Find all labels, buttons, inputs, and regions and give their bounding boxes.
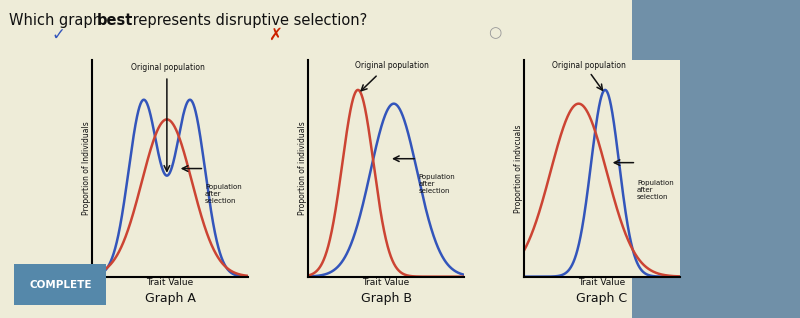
Text: ○: ○ bbox=[488, 25, 502, 40]
Y-axis label: Proportion of indvcuals: Proportion of indvcuals bbox=[514, 124, 522, 213]
Text: Population
after
selection: Population after selection bbox=[205, 184, 242, 204]
Text: Original population: Original population bbox=[355, 61, 429, 70]
Text: represents disruptive selection?: represents disruptive selection? bbox=[128, 13, 367, 29]
Text: ✗: ✗ bbox=[268, 25, 282, 44]
Y-axis label: Proportion of individuals: Proportion of individuals bbox=[298, 122, 306, 215]
Text: Original population: Original population bbox=[552, 61, 626, 70]
Text: Graph A: Graph A bbox=[145, 292, 195, 305]
X-axis label: Trait Value: Trait Value bbox=[362, 278, 410, 287]
Text: COMPLETE: COMPLETE bbox=[29, 280, 92, 290]
Text: Population
after
selection: Population after selection bbox=[418, 174, 455, 194]
X-axis label: Trait Value: Trait Value bbox=[146, 278, 194, 287]
Text: ✓: ✓ bbox=[52, 25, 66, 44]
Text: Which graph: Which graph bbox=[10, 13, 107, 29]
Text: best: best bbox=[97, 13, 133, 29]
Text: Graph B: Graph B bbox=[361, 292, 411, 305]
Y-axis label: Proportion of Individuals: Proportion of Individuals bbox=[82, 122, 90, 215]
Text: Population
after
selection: Population after selection bbox=[637, 180, 674, 200]
Text: Graph C: Graph C bbox=[577, 292, 627, 305]
Text: Original population: Original population bbox=[131, 63, 205, 72]
X-axis label: Trait Value: Trait Value bbox=[578, 278, 626, 287]
